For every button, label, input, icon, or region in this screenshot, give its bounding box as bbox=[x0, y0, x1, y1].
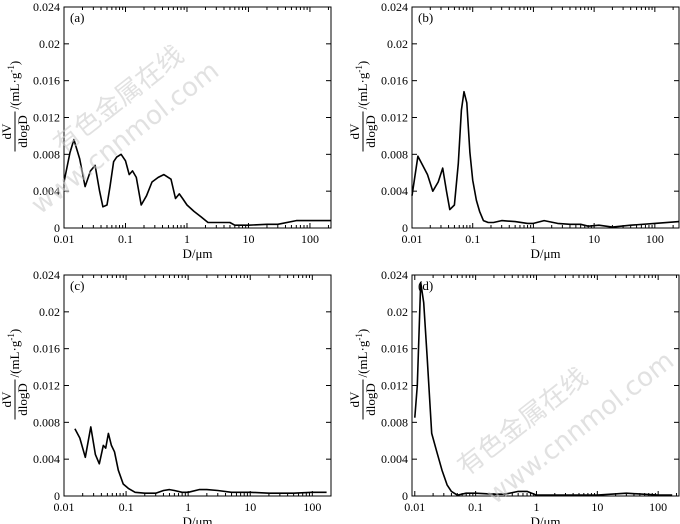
plot-frame bbox=[63, 274, 332, 497]
y-tick-label: 0.004 bbox=[33, 184, 60, 198]
y-tick-label: 0.016 bbox=[381, 342, 408, 356]
x-tick-label: 0.01 bbox=[54, 500, 75, 514]
y-label-exponent: -1 bbox=[6, 333, 16, 341]
y-label-denominator: dlogD bbox=[363, 383, 378, 416]
y-axis-label: dV dlogD /(mL·g-1) bbox=[347, 61, 378, 152]
series-line bbox=[63, 138, 331, 226]
y-tick-label: 0.016 bbox=[33, 74, 60, 88]
x-tick-label: 100 bbox=[303, 500, 321, 514]
y-label-unit: /(mL·g-1) bbox=[6, 61, 22, 110]
y-tick-label: 0.02 bbox=[387, 305, 408, 319]
y-label-denominator: dlogD bbox=[15, 115, 30, 148]
x-tick-label: 100 bbox=[649, 500, 667, 514]
panel-label: (a) bbox=[70, 10, 84, 25]
x-tick-label: 0.01 bbox=[54, 232, 75, 246]
panel-label: (b) bbox=[418, 10, 433, 25]
y-label-numerator: dV bbox=[0, 391, 14, 408]
y-label-exponent: -1 bbox=[6, 65, 16, 73]
y-axis-label: dV dlogD /(mL·g-1) bbox=[0, 61, 30, 152]
x-tick-label: 1 bbox=[185, 500, 191, 514]
x-tick-label: 0.01 bbox=[404, 500, 425, 514]
y-axis-label: dV dlogD /(mL·g-1) bbox=[0, 329, 30, 420]
series-line bbox=[74, 426, 327, 495]
x-axis-label: D/μm bbox=[530, 514, 560, 524]
y-tick-label: 0 bbox=[54, 221, 60, 235]
y-label-exponent: -1 bbox=[354, 65, 364, 73]
series-line bbox=[411, 90, 680, 228]
y-tick-label: 0.012 bbox=[33, 379, 60, 393]
x-tick-label: 1 bbox=[184, 232, 190, 246]
y-label-numerator: dV bbox=[0, 123, 14, 140]
series-line bbox=[414, 281, 673, 496]
y-label-close: ) bbox=[355, 329, 370, 333]
y-label-denominator: dlogD bbox=[363, 115, 378, 148]
y-label-unit: /(mL·g-1) bbox=[354, 61, 370, 110]
watermark-top-left: www.cnnmol.com 有色金属在线 bbox=[26, 40, 225, 220]
panel-b: 0 0.004 0.008 0.012 0.016 0.02 0.024 0.01 0.1 1 10… bbox=[347, 0, 680, 261]
y-tick-label: 0.02 bbox=[39, 305, 60, 319]
x-tick-label: 1 bbox=[530, 232, 536, 246]
y-label-denominator: dlogD bbox=[15, 383, 30, 416]
y-tick-label: 0.012 bbox=[33, 111, 60, 125]
y-label-numerator: dV bbox=[347, 391, 362, 408]
y-axis-label: dV dlogD /(mL·g-1) bbox=[347, 329, 378, 420]
y-tick-label: 0.024 bbox=[33, 268, 60, 282]
y-label-unit: /(mL·g-1) bbox=[354, 329, 370, 378]
plot-frame bbox=[411, 6, 680, 229]
panel-a: 0 0.004 0.008 0.012 0.016 0.02 0.024 0.01 0.1 1 10… bbox=[0, 0, 332, 261]
y-tick-label: 0.004 bbox=[381, 184, 408, 198]
y-tick-label: 0.008 bbox=[33, 147, 60, 161]
y-tick-label: 0.008 bbox=[381, 147, 408, 161]
x-tick-label: 10 bbox=[588, 232, 600, 246]
y-tick-label: 0.004 bbox=[33, 452, 60, 466]
watermark-bottom-right: www.cnnmol.com 有色金属在线 bbox=[452, 346, 680, 511]
x-tick-label: 10 bbox=[242, 232, 254, 246]
x-tick-label: 10 bbox=[244, 500, 256, 514]
y-tick-label: 0.016 bbox=[381, 74, 408, 88]
y-tick-label: 0.024 bbox=[33, 0, 60, 14]
y-tick-label: 0.02 bbox=[387, 37, 408, 51]
x-tick-label: 100 bbox=[301, 232, 319, 246]
y-tick-label: 0.012 bbox=[381, 111, 408, 125]
y-tick-label: 0 bbox=[402, 489, 408, 503]
y-tick-label: 0 bbox=[54, 489, 60, 503]
y-label-close: ) bbox=[7, 61, 22, 65]
x-tick-label: 0.1 bbox=[465, 232, 480, 246]
y-tick-label: 0.02 bbox=[39, 37, 60, 51]
y-label-unit: /(mL·g-1) bbox=[6, 329, 22, 378]
x-axis-label: D/μm bbox=[530, 246, 560, 261]
panel-label: (c) bbox=[70, 278, 84, 293]
x-axis-label: D/μm bbox=[182, 246, 212, 261]
y-tick-label: 0.016 bbox=[33, 342, 60, 356]
x-tick-label: 0.1 bbox=[468, 500, 483, 514]
y-tick-label: 0.024 bbox=[381, 0, 408, 14]
x-tick-label: 0.1 bbox=[118, 232, 133, 246]
x-axis-label: D/μm bbox=[182, 514, 212, 524]
x-tick-label: 1 bbox=[533, 500, 539, 514]
y-tick-label: 0.008 bbox=[33, 415, 60, 429]
y-label-close: ) bbox=[355, 61, 370, 65]
y-tick-label: 0.008 bbox=[381, 415, 408, 429]
y-tick-label: 0 bbox=[402, 221, 408, 235]
x-tick-label: 0.1 bbox=[119, 500, 134, 514]
x-tick-label: 0.01 bbox=[402, 232, 423, 246]
x-tick-label: 100 bbox=[646, 232, 664, 246]
y-tick-label: 0.024 bbox=[381, 268, 408, 282]
y-label-exponent: -1 bbox=[354, 333, 364, 341]
y-tick-label: 0.004 bbox=[381, 452, 408, 466]
y-label-close: ) bbox=[7, 329, 22, 333]
y-label-numerator: dV bbox=[347, 123, 362, 140]
y-tick-label: 0.012 bbox=[381, 379, 408, 393]
panel-d: 0 0.004 0.008 0.012 0.016 0.02 0.024 0.01 0.1 1 10… bbox=[347, 268, 680, 524]
x-tick-label: 10 bbox=[591, 500, 603, 514]
panel-c: 0 0.004 0.008 0.012 0.016 0.02 0.024 0.01 0.1 1 10… bbox=[0, 268, 332, 524]
